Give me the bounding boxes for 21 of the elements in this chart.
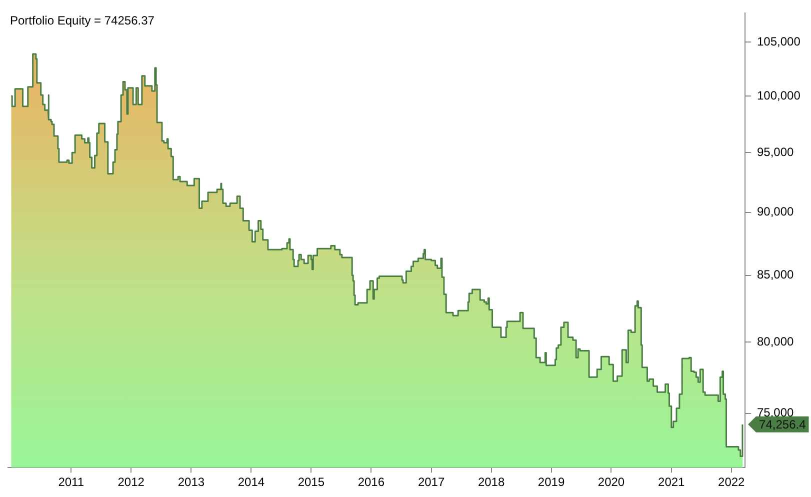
x-tick-label: 2022 <box>718 475 746 490</box>
y-tick-label: 105,000 <box>757 34 801 49</box>
chart-title: Portfolio Equity = 74256.37 <box>10 14 155 28</box>
x-tick-label: 2021 <box>658 475 686 490</box>
annotation: 74,256.4 <box>759 418 806 432</box>
x-tick-label: 2013 <box>178 475 205 490</box>
x-tick-label: 2016 <box>358 475 385 490</box>
y-tick-label: 95,000 <box>757 144 794 159</box>
x-tick-label: 2020 <box>598 475 625 490</box>
x-tick-label: 2019 <box>538 475 565 490</box>
y-tick-label: 80,000 <box>757 334 794 348</box>
x-tick-label: 2017 <box>418 475 445 490</box>
y-tick-label: 75,000 <box>757 406 794 420</box>
x-tick-label: 2015 <box>298 475 325 490</box>
x-tick-label: 2018 <box>478 475 505 490</box>
y-tick-label: 85,000 <box>757 268 794 282</box>
x-tick-label: 2014 <box>238 475 265 490</box>
y-tick-label: 90,000 <box>757 204 794 219</box>
x-tick-label: 2011 <box>58 475 84 490</box>
x-tick-label: 2012 <box>118 475 145 490</box>
y-tick-label: 100,000 <box>757 88 801 102</box>
